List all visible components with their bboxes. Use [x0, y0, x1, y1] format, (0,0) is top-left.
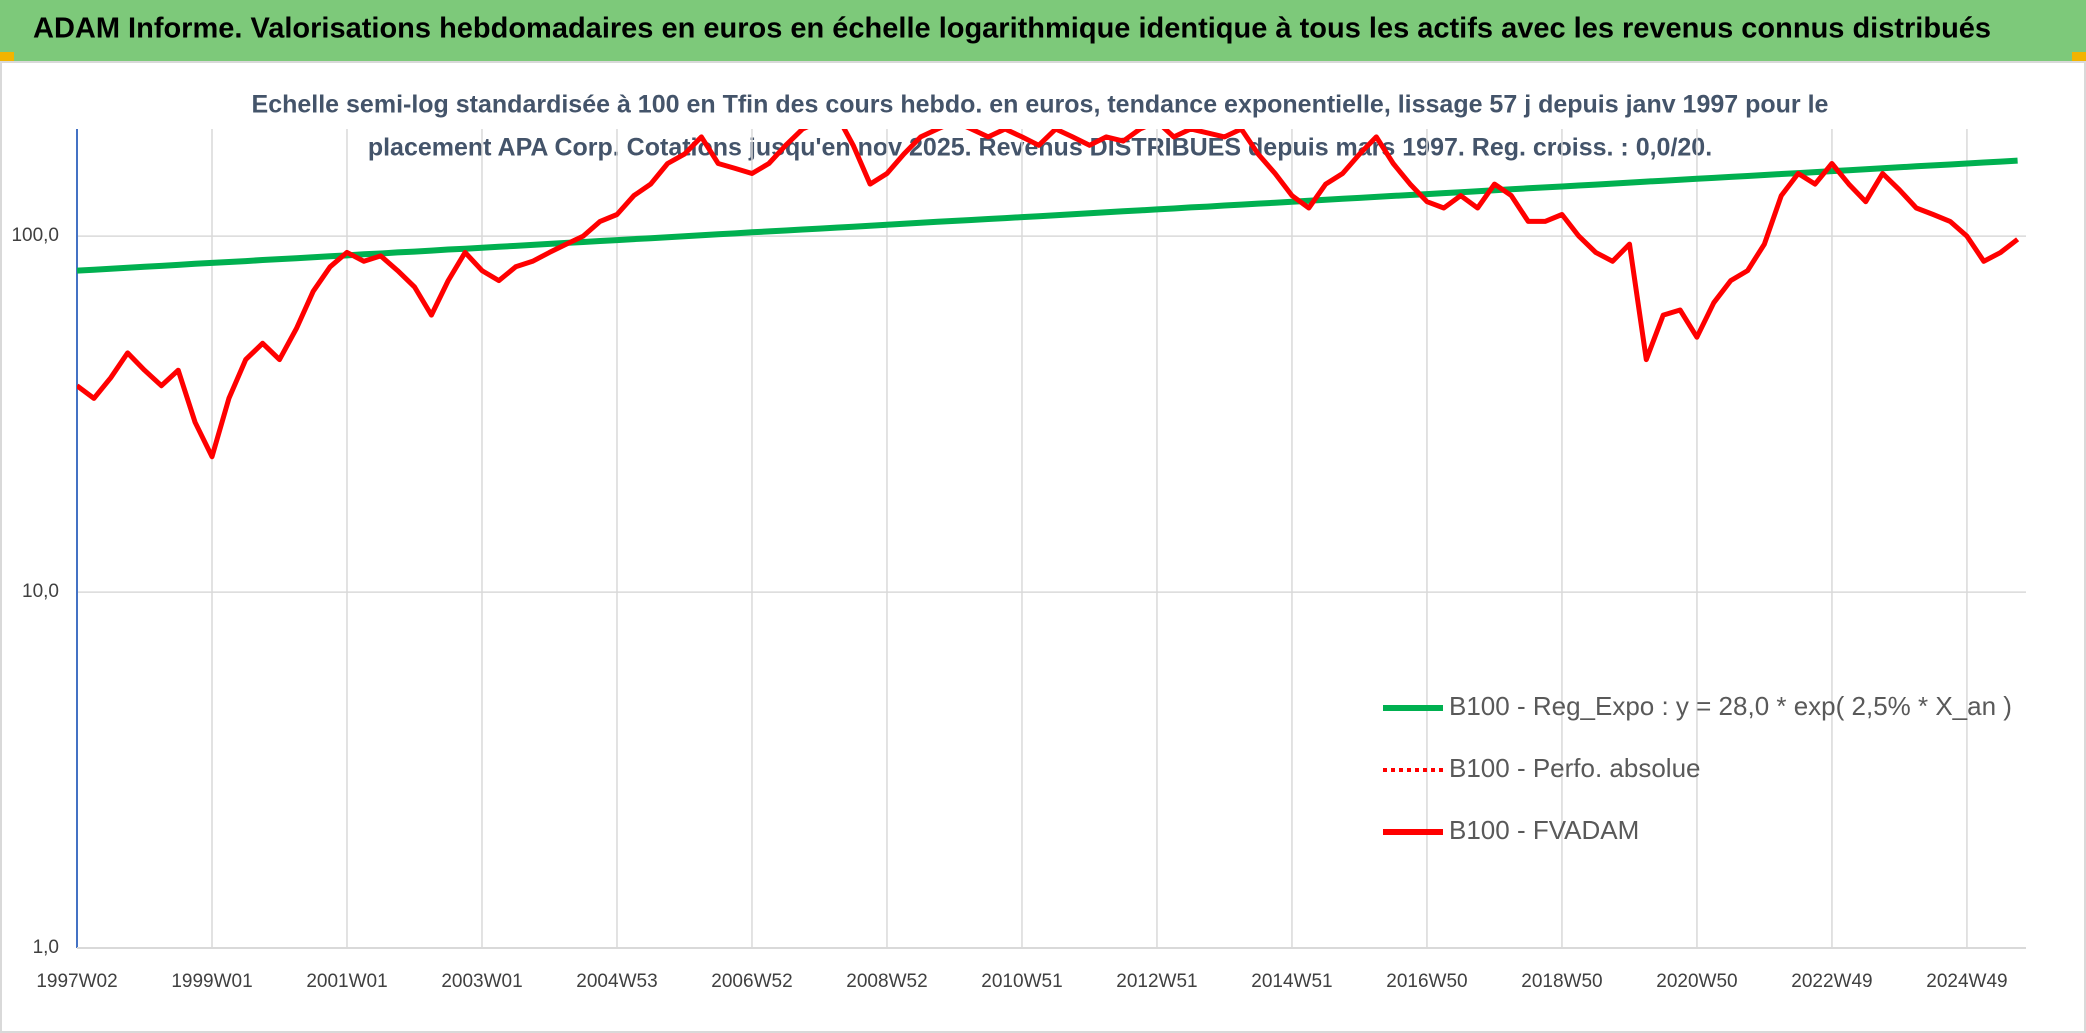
chart-title: ADAM Informe. Valorisations hebdomadaire… [33, 13, 1991, 45]
x-tick-label: 2024W49 [1926, 971, 2007, 992]
y-tick-label: 1,0 [33, 937, 59, 958]
legend: B100 - Reg_Expo : y = 28,0 * exp( 2,5% *… [1383, 691, 2012, 845]
grid [76, 129, 2026, 949]
x-tick-label: 2014W51 [1251, 971, 1332, 992]
x-tick-label: 2012W51 [1116, 971, 1197, 992]
chart-subtitle: placement APA Corp. Cotations jusqu'en n… [368, 134, 1712, 162]
chart-subtitle: Echelle semi-log standardisée à 100 en T… [252, 91, 1829, 119]
x-tick-label: 2016W50 [1386, 971, 1467, 992]
legend-label: B100 - Reg_Expo : y = 28,0 * exp( 2,5% *… [1449, 691, 2012, 721]
header-bar [0, 0, 2086, 62]
corner-mark [0, 52, 14, 62]
x-tick-label: 2004W53 [576, 971, 657, 992]
x-tick-label: 1999W01 [171, 971, 252, 992]
frame [0, 61, 2086, 1033]
plot-area [77, 129, 2020, 460]
legend-label: B100 - Perfo. absolue [1449, 753, 1701, 783]
x-tick-label: 2003W01 [441, 971, 522, 992]
x-tick-label: 2010W51 [981, 971, 1062, 992]
x-tick-label: 2020W50 [1656, 971, 1737, 992]
x-tick-label: 2008W52 [846, 971, 927, 992]
series-line [77, 129, 2020, 460]
x-tick-label: 1997W02 [36, 971, 117, 992]
axis-labels: 1,0 10,0 100,0 1997W02 1999W01 2001W01 2003W01… [11, 225, 2007, 992]
x-tick-label: 2006W52 [711, 971, 792, 992]
y-tick-label: 100,0 [11, 225, 59, 246]
corner-mark [2072, 52, 2086, 62]
legend-label: B100 - FVADAM [1449, 815, 1639, 845]
x-tick-label: 2022W49 [1791, 971, 1872, 992]
y-tick-label: 10,0 [22, 581, 59, 602]
x-tick-label: 2018W50 [1521, 971, 1602, 992]
series-line [77, 157, 2018, 274]
x-tick-label: 2001W01 [306, 971, 387, 992]
